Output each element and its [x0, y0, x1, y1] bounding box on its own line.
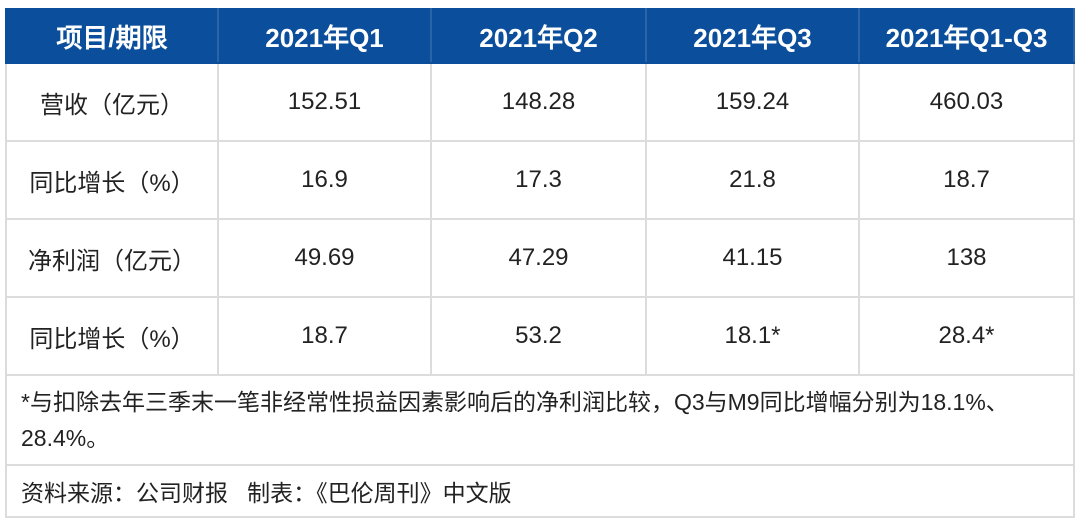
table-cell: 16.9 — [217, 140, 432, 220]
source-row: 资料来源：公司财报 制表：《巴伦周刊》中文版 — [5, 464, 1075, 518]
table-cell: 28.4* — [858, 296, 1075, 376]
column-header: 项目/期限 — [5, 8, 219, 64]
column-header: 2021年Q2 — [430, 8, 647, 64]
table-header-row: 项目/期限 2021年Q1 2021年Q2 2021年Q3 2021年Q1-Q3 — [5, 8, 1075, 64]
row-label: 营收（亿元） — [5, 62, 219, 142]
table-cell: 460.03 — [858, 62, 1075, 142]
footnote-row: *与扣除去年三季末一笔非经常性损益因素影响后的净利润比较，Q3与M9同比增幅分别… — [5, 374, 1075, 466]
table-cell: 159.24 — [645, 62, 860, 142]
table-row: 同比增长（%） 18.7 53.2 18.1* 28.4* — [5, 296, 1075, 376]
table-cell: 47.29 — [430, 218, 647, 298]
table-row: 营收（亿元） 152.51 148.28 159.24 460.03 — [5, 62, 1075, 142]
table-row: 同比增长（%） 16.9 17.3 21.8 18.7 — [5, 140, 1075, 220]
table-cell: 148.28 — [430, 62, 647, 142]
column-header: 2021年Q1 — [217, 8, 432, 64]
table-cell: 17.3 — [430, 140, 647, 220]
row-label: 同比增长（%） — [5, 296, 219, 376]
table-cell: 53.2 — [430, 296, 647, 376]
table-cell: 18.7 — [217, 296, 432, 376]
table-cell: 49.69 — [217, 218, 432, 298]
column-header: 2021年Q1-Q3 — [858, 8, 1075, 64]
table-cell: 41.15 — [645, 218, 860, 298]
source-note: 资料来源：公司财报 制表：《巴伦周刊》中文版 — [5, 464, 1075, 518]
table-cell: 21.8 — [645, 140, 860, 220]
footnote: *与扣除去年三季末一笔非经常性损益因素影响后的净利润比较，Q3与M9同比增幅分别… — [5, 374, 1075, 466]
table-cell: 18.1* — [645, 296, 860, 376]
column-header: 2021年Q3 — [645, 8, 860, 64]
table-cell: 138 — [858, 218, 1075, 298]
row-label: 同比增长（%） — [5, 140, 219, 220]
table-row: 净利润（亿元） 49.69 47.29 41.15 138 — [5, 218, 1075, 298]
table-cell: 18.7 — [858, 140, 1075, 220]
row-label: 净利润（亿元） — [5, 218, 219, 298]
table-cell: 152.51 — [217, 62, 432, 142]
financial-table: 项目/期限 2021年Q1 2021年Q2 2021年Q3 2021年Q1-Q3 营收（… — [5, 8, 1075, 518]
